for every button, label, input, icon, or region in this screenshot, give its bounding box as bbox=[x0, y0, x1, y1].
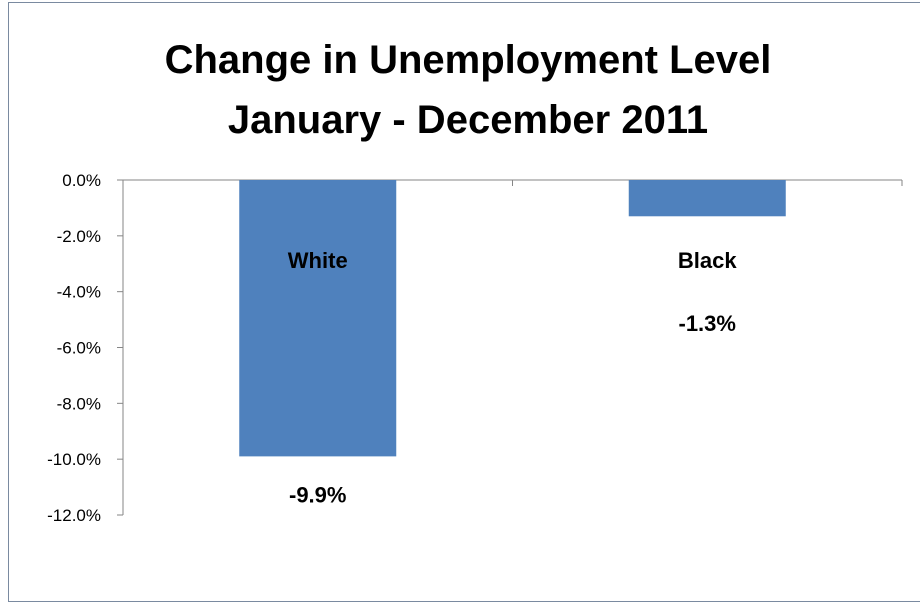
bar-black bbox=[628, 180, 786, 217]
y-tick-label: 0.0% bbox=[62, 171, 101, 190]
bar-white bbox=[239, 180, 397, 457]
chart: Change in Unemployment Level January - D… bbox=[47, 38, 903, 525]
y-tick-label: -12.0% bbox=[47, 506, 101, 525]
chart-title-line-1: Change in Unemployment Level bbox=[165, 38, 772, 82]
y-tick-label: -10.0% bbox=[47, 450, 101, 469]
y-tick-label: -8.0% bbox=[57, 394, 101, 413]
y-tick-label: -4.0% bbox=[57, 283, 101, 302]
category-label: Black bbox=[678, 248, 737, 273]
category-label: White bbox=[288, 248, 348, 273]
data-label: -9.9% bbox=[289, 482, 346, 507]
y-tick-label: -2.0% bbox=[57, 227, 101, 246]
chart-title-line-2: January - December 2011 bbox=[228, 98, 708, 142]
data-label: -1.3% bbox=[679, 311, 736, 336]
y-tick-label: -6.0% bbox=[57, 339, 101, 358]
plot-area: 0.0% -2.0% -4.0% -6.0% -8.0% -10.0% -12.0% Whit… bbox=[47, 171, 903, 525]
